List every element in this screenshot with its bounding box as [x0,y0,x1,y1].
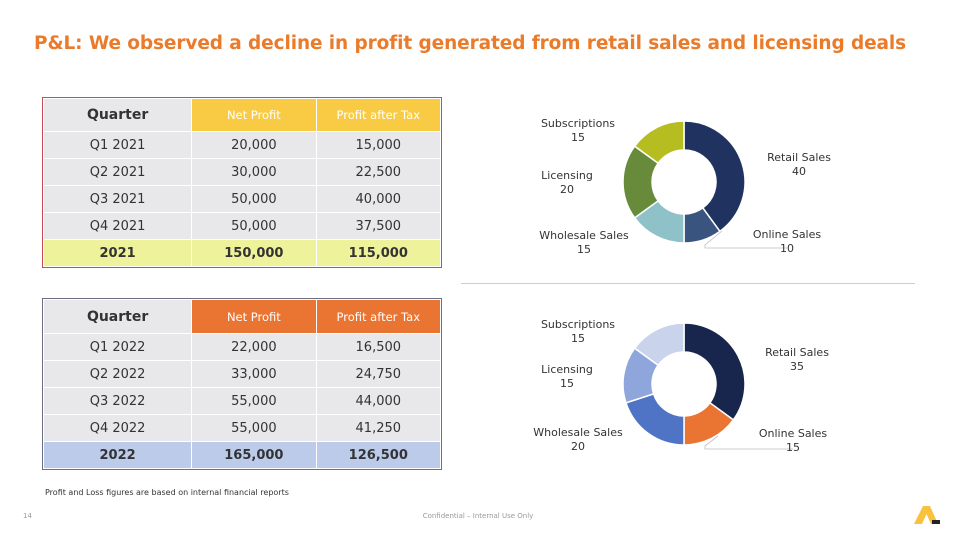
table-row: Q1 2022 22,000 16,500 [42,333,442,361]
header-profit-after-tax: Profit after Tax [315,299,442,334]
cell-quarter: Q1 2022 [42,333,193,361]
cell-total-year: 2022 [42,441,193,469]
header-profit-after-tax: Profit after Tax [315,98,442,132]
cell-total-net-profit: 165,000 [191,441,317,469]
cell-net-profit: 30,000 [191,158,317,186]
cell-total-net-profit: 150,000 [191,239,317,267]
cell-total-profit-after-tax: 126,500 [315,441,442,469]
company-logo-icon [914,506,940,524]
cell-profit-after-tax: 37,500 [315,212,442,240]
leader-line-online-sales [704,435,793,450]
table-row: Q3 2021 50,000 40,000 [42,185,442,213]
data-label-wholesale-sales: Wholesale Sales [533,426,623,439]
cell-profit-after-tax: 44,000 [315,387,442,415]
cell-net-profit: 50,000 [191,212,317,240]
cell-net-profit: 33,000 [191,360,317,388]
table-total-row: 2022 165,000 126,500 [42,441,442,469]
slide-title: P&L: We observed a decline in profit gen… [34,33,907,54]
data-label-licensing: Licensing [541,169,593,182]
cell-net-profit: 22,000 [191,333,317,361]
cell-profit-after-tax: 22,500 [315,158,442,186]
header-net-profit: Net Profit [191,98,317,132]
cell-quarter: Q2 2022 [42,360,193,388]
header-quarter: Quarter [42,98,193,132]
donut-slice-retail-sales [683,322,746,421]
table-row: Q1 2021 20,000 15,000 [42,131,442,159]
cell-profit-after-tax: 40,000 [315,185,442,213]
cell-quarter: Q3 2021 [42,185,193,213]
cell-quarter: Q3 2022 [42,387,193,415]
cell-quarter: Q4 2021 [42,212,193,240]
table-row: Q4 2021 50,000 37,500 [42,212,442,240]
table-row: Q4 2022 55,000 41,250 [42,414,442,442]
cell-profit-after-tax: 16,500 [315,333,442,361]
leader-line-online-sales [704,230,787,249]
cell-quarter: Q4 2022 [42,414,193,442]
table-total-row: 2021 150,000 115,000 [42,239,442,267]
data-label-subscriptions: Subscriptions [541,318,615,331]
footnote: Profit and Loss figures are based on int… [45,488,289,497]
donut-slice-wholesale-sales [625,392,685,446]
page-number: 14 [23,512,32,520]
confidential-footer: Confidential – Internal Use Only [422,512,534,520]
header-net-profit: Net Profit [191,299,317,334]
data-value-online-sales: 15 [786,441,800,454]
cell-profit-after-tax: 24,750 [315,360,442,388]
donut-slice-retail-sales [683,120,746,233]
cell-profit-after-tax: 15,000 [315,131,442,159]
cell-total-year: 2021 [42,239,193,267]
table-row: Q3 2022 55,000 44,000 [42,387,442,415]
cell-quarter: Q2 2021 [42,158,193,186]
header-quarter: Quarter [42,299,193,334]
data-value-licensing: 20 [560,183,574,196]
table-row: Q2 2022 33,000 24,750 [42,360,442,388]
data-label-online-sales: Online Sales [753,228,822,241]
data-label-subscriptions: Subscriptions [541,117,615,130]
data-value-subscriptions: 15 [571,131,585,144]
cell-quarter: Q1 2021 [42,131,193,159]
data-label-retail-sales: Retail Sales [767,151,831,164]
cell-net-profit: 20,000 [191,131,317,159]
data-value-subscriptions: 15 [571,332,585,345]
cell-net-profit: 55,000 [191,414,317,442]
data-value-online-sales: 10 [780,242,794,255]
donut-slice-subscriptions [633,322,685,367]
profit-table-2021: Quarter Net Profit Profit after Tax Q1 2… [42,97,442,268]
data-value-retail-sales: 35 [790,360,804,373]
data-value-retail-sales: 40 [792,165,806,178]
cell-net-profit: 50,000 [191,185,317,213]
data-label-online-sales: Online Sales [759,427,828,440]
profit-table-2022: Quarter Net Profit Profit after Tax Q1 2… [42,298,442,470]
table-header-row: Quarter Net Profit Profit after Tax [42,299,442,334]
data-label-licensing: Licensing [541,363,593,376]
data-value-wholesale-sales: 15 [577,243,591,256]
table-header-row: Quarter Net Profit Profit after Tax [42,98,442,132]
data-value-wholesale-sales: 20 [571,440,585,453]
cell-profit-after-tax: 41,250 [315,414,442,442]
cell-total-profit-after-tax: 115,000 [315,239,442,267]
donut-slice-subscriptions [633,120,685,165]
table-row: Q2 2021 30,000 22,500 [42,158,442,186]
cell-net-profit: 55,000 [191,387,317,415]
section-divider [461,283,915,284]
data-label-retail-sales: Retail Sales [765,346,829,359]
data-value-licensing: 15 [560,377,574,390]
data-label-wholesale-sales: Wholesale Sales [539,229,629,242]
